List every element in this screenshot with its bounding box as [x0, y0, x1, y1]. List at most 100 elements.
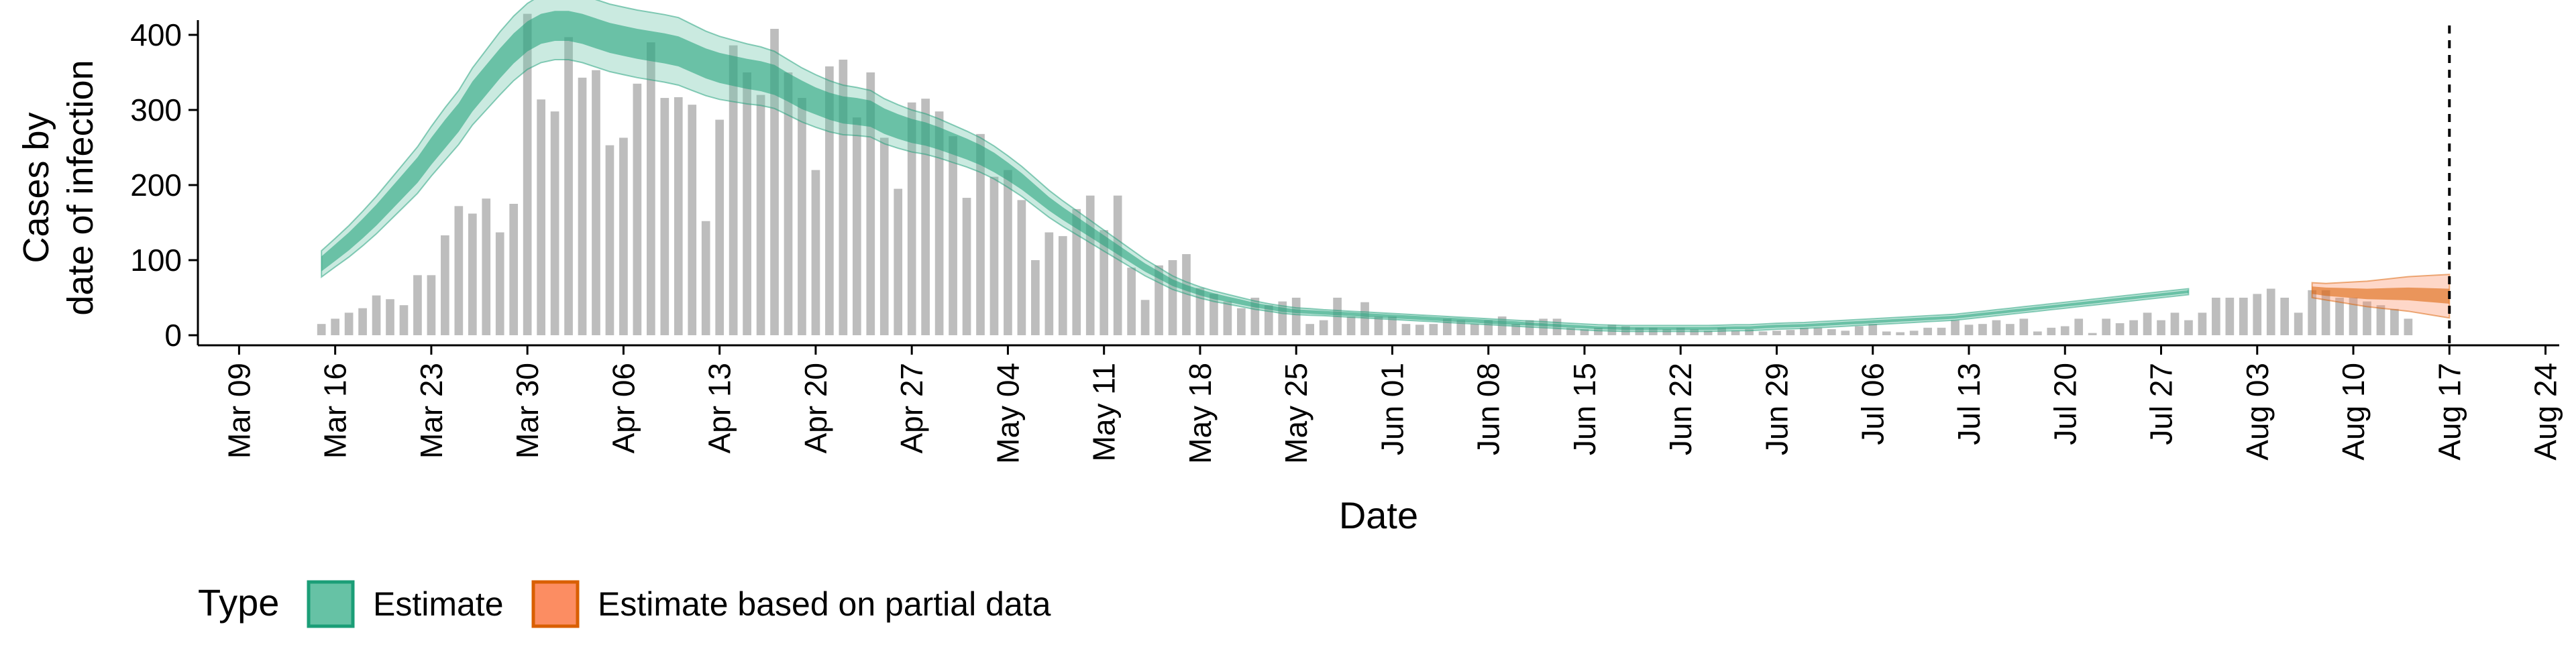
x-tick-label: Jul 20 [2047, 363, 2082, 445]
axes-layer: 0 100 200 300 400 Mar 09 Mar 16 Mar 23 Mar 30 Ap… [130, 17, 2563, 464]
x-tick-label: Jun 22 [1663, 363, 1698, 455]
case-bar [1223, 301, 1232, 335]
case-bar [454, 206, 464, 335]
case-bar [647, 42, 655, 335]
case-bar [1429, 324, 1438, 335]
case-bar [1539, 318, 1548, 335]
case-bar [2239, 298, 2248, 335]
legend: Type Estimate Estimate based on partial d… [198, 580, 1051, 628]
case-bar [2376, 305, 2385, 335]
legend-swatch [531, 580, 580, 628]
case-bar [605, 145, 614, 335]
case-bar [1800, 327, 1809, 335]
case-bar [2266, 288, 2275, 335]
case-bar [1085, 195, 1095, 335]
case-bar [2212, 298, 2220, 335]
case-bar [509, 204, 519, 335]
case-bar [1401, 324, 1411, 335]
case-bar [1813, 327, 1823, 335]
case-bar [1882, 331, 1891, 335]
x-tick-label: May 18 [1183, 363, 1218, 464]
case-bar [660, 98, 669, 335]
case-bar [1964, 325, 1974, 335]
x-tick-label: Apr 13 [702, 363, 737, 454]
x-tick-label: Jun 01 [1375, 363, 1409, 455]
y-axis-label-line1: Cases by [16, 112, 56, 263]
case-bar [468, 213, 477, 335]
case-bar [756, 95, 765, 335]
case-bar [921, 99, 930, 335]
legend-swatch [307, 580, 355, 628]
case-bar [2253, 294, 2262, 335]
case-bar [1662, 329, 1672, 335]
x-tick-label: Jul 06 [1856, 363, 1890, 445]
x-tick-label: Mar 16 [318, 363, 353, 459]
y-tick-label: 100 [130, 243, 182, 278]
case-bar [852, 117, 861, 335]
case-bar [592, 70, 600, 335]
case-bar [2280, 298, 2290, 335]
case-bar [2363, 301, 2371, 335]
case-bar [729, 45, 738, 336]
case-bar [1058, 236, 1067, 335]
case-bar [2115, 323, 2125, 335]
case-bar [2157, 320, 2165, 335]
case-bar [949, 136, 957, 335]
case-bar [1017, 200, 1026, 335]
case-bar [2143, 312, 2152, 335]
case-bar [2129, 320, 2138, 335]
case-bar [839, 59, 848, 336]
case-bar [1388, 316, 1397, 335]
case-bar [976, 133, 985, 335]
case-bar [482, 198, 491, 335]
x-tick-label: Mar 23 [414, 363, 449, 459]
case-bar [1155, 265, 1163, 335]
x-tick-label: Jun 15 [1567, 363, 1602, 455]
y-tick-label: 400 [130, 17, 182, 52]
case-bar [1854, 326, 1864, 335]
case-bar [2170, 312, 2180, 335]
case-bar [934, 111, 944, 336]
case-bar [879, 137, 889, 335]
case-bar [1415, 325, 1424, 335]
y-tick-label: 200 [130, 168, 182, 202]
x-tick-label: Mar 09 [221, 363, 256, 459]
case-bar [1923, 327, 1932, 335]
case-bar [1786, 330, 1795, 335]
y-axis-label-line2: date of infection [60, 60, 101, 315]
case-bar [2198, 312, 2207, 335]
case-bar [1360, 302, 1369, 335]
case-bar [537, 99, 545, 335]
case-bar [1031, 260, 1040, 335]
case-bar [427, 275, 436, 335]
case-bar [1319, 320, 1328, 335]
case-bar [811, 170, 820, 335]
case-bar [344, 312, 354, 335]
case-bar [1566, 327, 1575, 335]
case-bar [1168, 260, 1177, 335]
case-bar [1140, 300, 1150, 335]
case-bar [2088, 333, 2097, 335]
x-tick-label: Aug 03 [2240, 363, 2275, 461]
case-bar [907, 102, 916, 336]
bars-layer [317, 13, 2413, 336]
case-bar [1182, 254, 1191, 335]
case-bar [2060, 326, 2070, 335]
estimate-ci50-band [321, 11, 2189, 331]
case-bar [2321, 290, 2330, 335]
case-bar [550, 111, 559, 336]
y-tick-label: 0 [164, 318, 182, 353]
case-bar [1951, 320, 1960, 335]
x-tick-label: Mar 30 [510, 363, 545, 459]
case-bar [1745, 329, 1754, 335]
case-bar [1978, 324, 1987, 335]
x-axis-label: Date [1339, 494, 1418, 536]
case-bar [674, 97, 683, 335]
case-bar [2308, 290, 2316, 335]
case-bar [1896, 332, 1905, 335]
case-bar [1072, 209, 1081, 335]
case-bar [770, 29, 779, 335]
x-tick-label: Apr 06 [606, 363, 641, 454]
labels-layer: Cases by date of infection Date [16, 60, 1418, 536]
